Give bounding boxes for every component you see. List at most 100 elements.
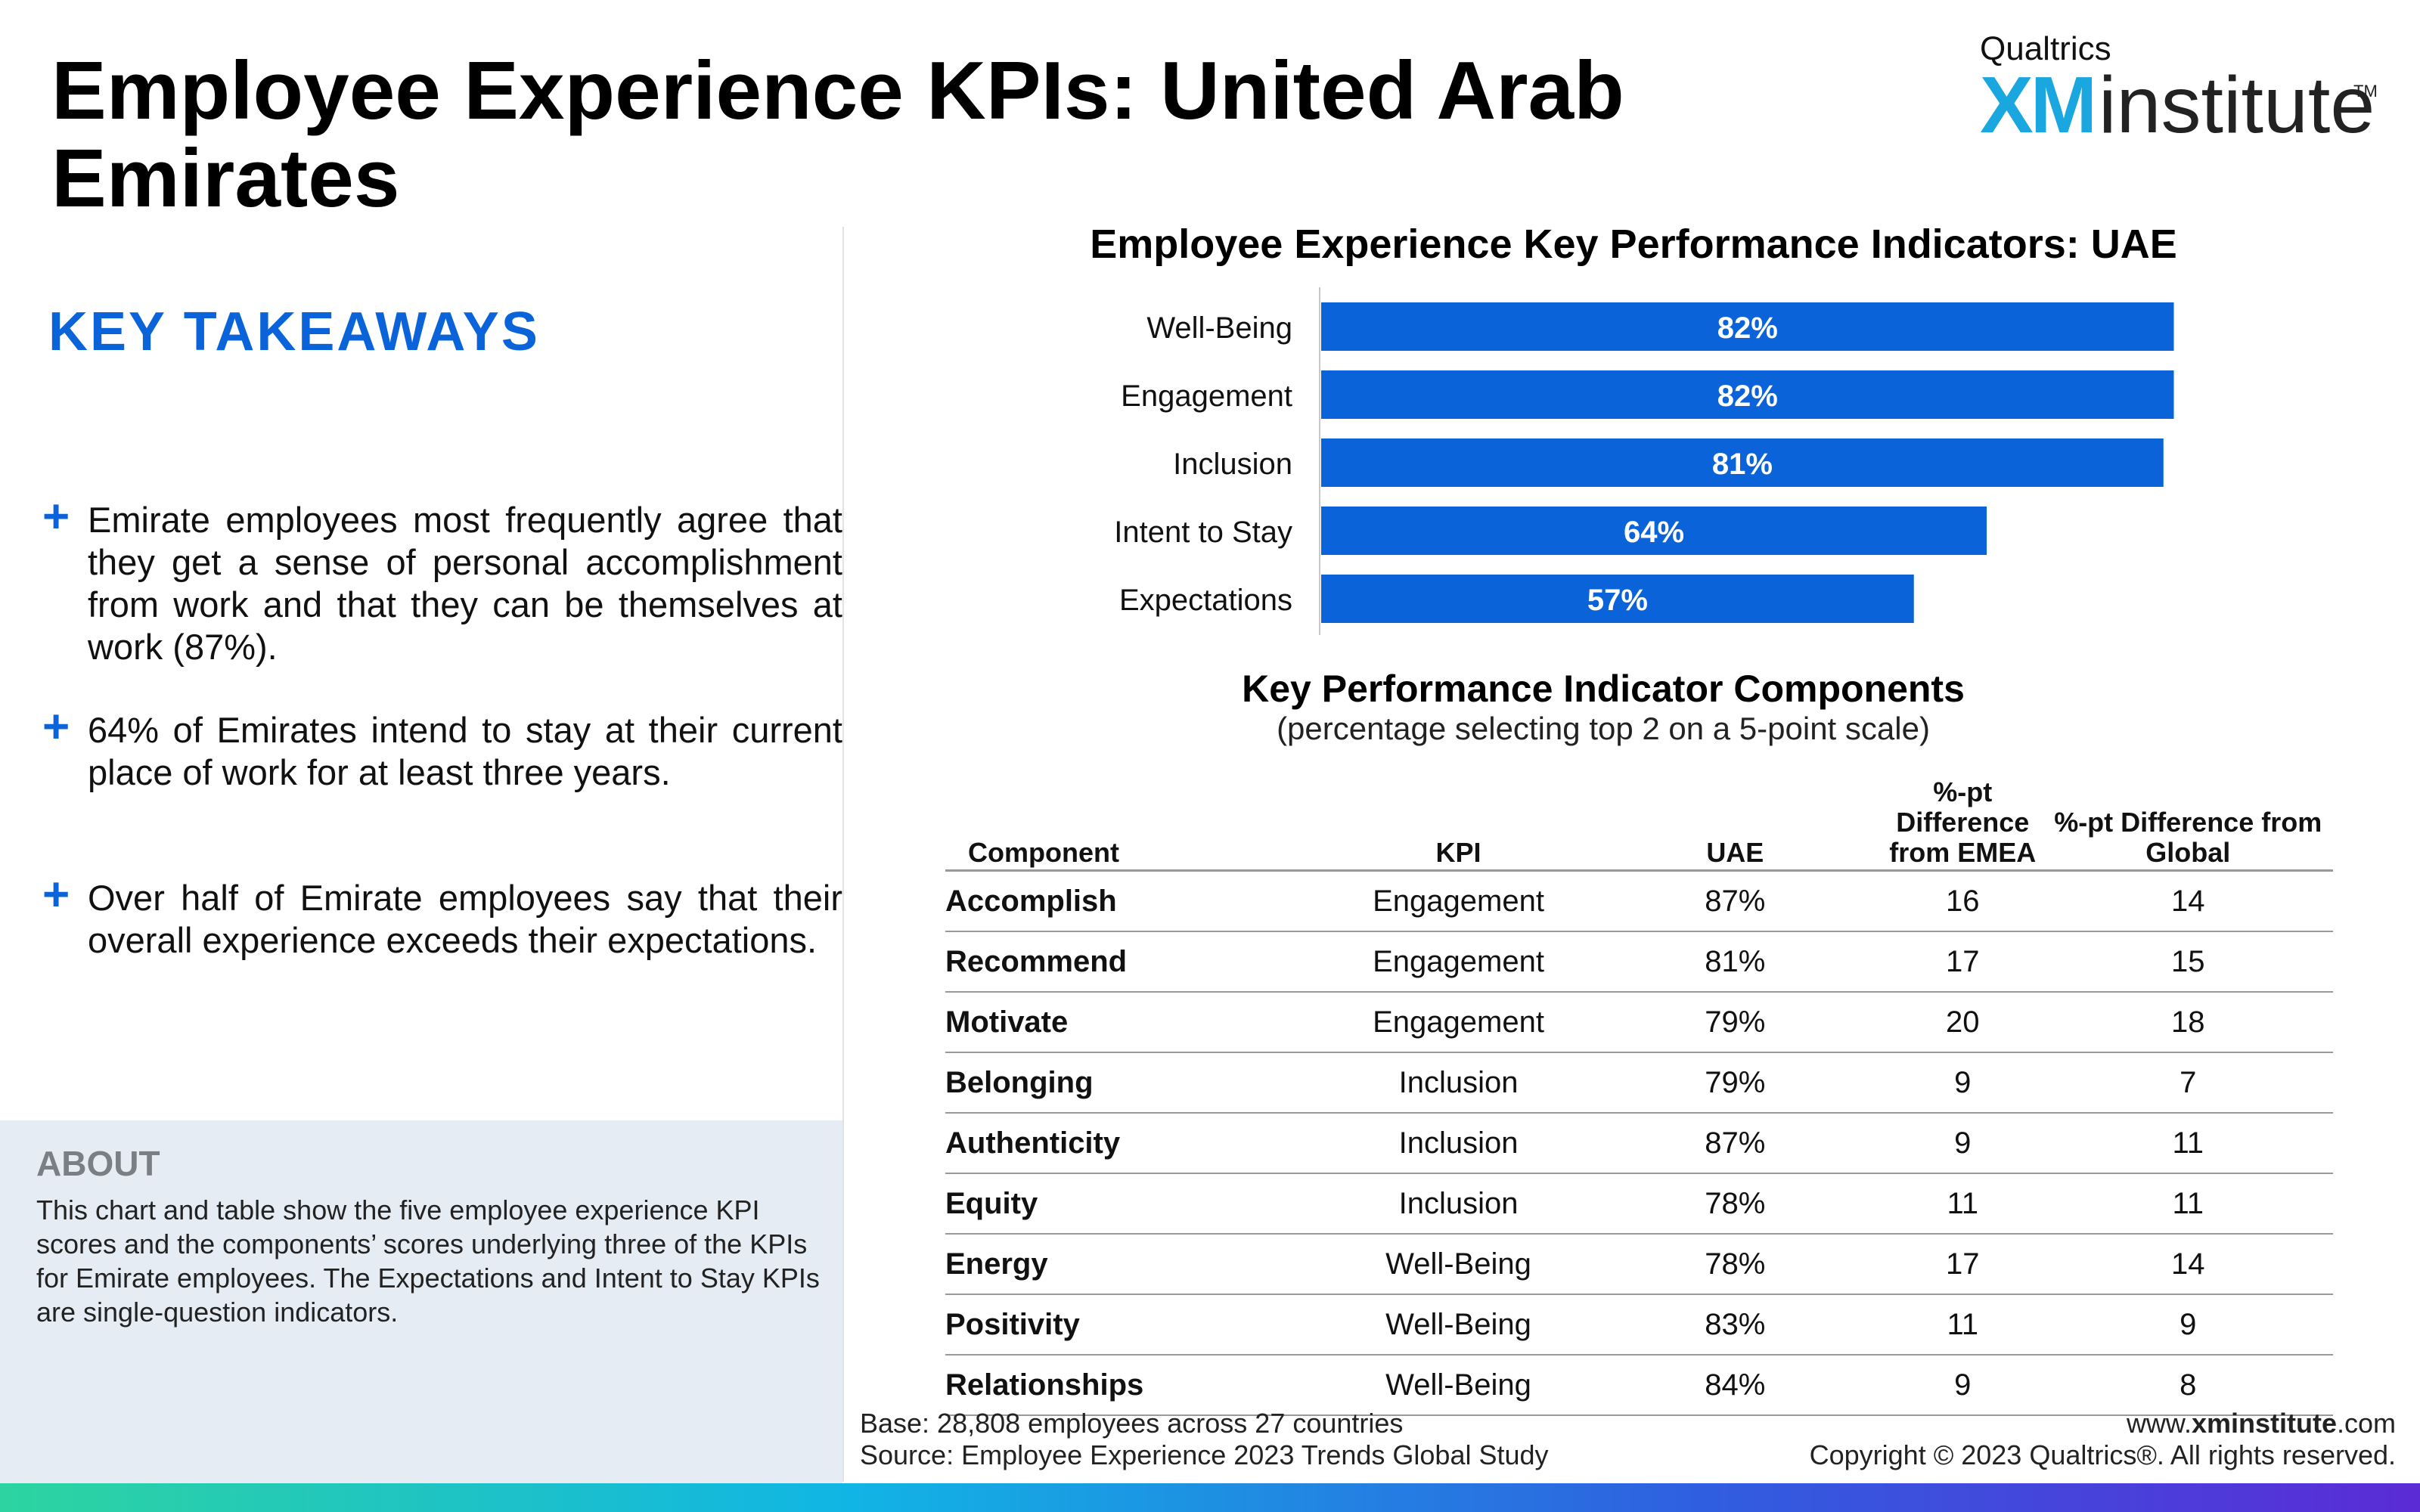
cell-diff-global: 15 <box>2043 931 2333 993</box>
gradient-footer-bar <box>0 1483 2420 1512</box>
website-link[interactable]: www.xminstitute.com <box>1810 1408 2396 1439</box>
header-uae: UAE <box>1587 773 1883 872</box>
cell-diff-emea: 11 <box>1882 1173 2043 1235</box>
cell-kpi: Engagement <box>1329 931 1588 993</box>
category-label: Engagement <box>1121 380 1292 413</box>
cell-diff-global: 18 <box>2043 992 2333 1053</box>
cell-kpi: Engagement <box>1329 870 1588 932</box>
takeaway-text: Emirate employees most frequently agree … <box>88 500 842 667</box>
table-row: Recommend Engagement 81% 17 15 <box>945 931 2333 993</box>
about-panel <box>0 1120 842 1485</box>
cell-kpi: Well-Being <box>1329 1294 1588 1356</box>
category-label: Intent to Stay <box>1114 516 1292 549</box>
cell-diff-emea: 16 <box>1882 870 2043 932</box>
cell-kpi: Inclusion <box>1329 1173 1588 1235</box>
cell-diff-global: 14 <box>2043 870 2333 932</box>
cell-diff-emea: 20 <box>1882 992 2043 1053</box>
category-label: Expectations <box>1119 584 1292 617</box>
logo-institute: institute <box>2099 60 2375 150</box>
cell-diff-emea: 17 <box>1882 1234 2043 1295</box>
bar-inclusion <box>1321 438 2164 487</box>
plus-icon: + <box>42 869 70 921</box>
footer-right: www.xminstitute.com Copyright © 2023 Qua… <box>1810 1408 2396 1471</box>
cell-component: Motivate <box>945 992 1329 1053</box>
category-label: Well-Being <box>1146 311 1292 345</box>
takeaway-text: Over half of Emirate employees say that … <box>88 878 842 960</box>
site-bold: xminstitute <box>2191 1408 2337 1439</box>
plus-icon: + <box>42 491 70 543</box>
cell-diff-global: 8 <box>2043 1355 2333 1416</box>
table-subtitle: (percentage selecting top 2 on a 5-point… <box>1277 711 1930 746</box>
header-component: Component <box>945 773 1329 872</box>
cell-component: Recommend <box>945 931 1329 993</box>
table-body: Accomplish Engagement 87% 16 14 Recommend Enga… <box>945 870 2333 1416</box>
bar-expectations <box>1321 575 1914 623</box>
cell-component: Energy <box>945 1234 1329 1295</box>
cell-kpi: Inclusion <box>1329 1052 1588 1114</box>
table-row: Equity Inclusion 78% 11 11 <box>945 1173 2333 1235</box>
cell-diff-global: 11 <box>2043 1173 2333 1235</box>
cell-kpi: Engagement <box>1329 992 1588 1053</box>
cell-uae: 81% <box>1587 931 1883 993</box>
category-label: Inclusion <box>1173 448 1292 481</box>
cell-diff-emea: 9 <box>1882 1113 2043 1174</box>
cell-uae: 78% <box>1587 1173 1883 1235</box>
cell-diff-emea: 17 <box>1882 931 2043 993</box>
table-row: Accomplish Engagement 87% 16 14 <box>945 870 2333 932</box>
cell-uae: 78% <box>1587 1234 1883 1295</box>
bar-intent-to-stay <box>1321 507 1987 555</box>
cell-diff-global: 14 <box>2043 1234 2333 1295</box>
cell-diff-emea: 11 <box>1882 1294 2043 1356</box>
cell-component: Authenticity <box>945 1113 1329 1174</box>
cell-uae: 87% <box>1587 1113 1883 1174</box>
cell-kpi: Well-Being <box>1329 1355 1588 1416</box>
cell-component: Belonging <box>945 1052 1329 1114</box>
cell-component: Accomplish <box>945 870 1329 932</box>
about-text: This chart and table show the five emplo… <box>36 1194 820 1328</box>
table-title: Key Performance Indicator Components <box>1242 668 1965 710</box>
cell-component: Equity <box>945 1173 1329 1235</box>
copyright: Copyright © 2023 Qualtrics®. All rights … <box>1809 1439 2396 1470</box>
value-label: 57% <box>1587 584 1648 617</box>
bar-well-being <box>1321 302 2174 351</box>
value-label: 82% <box>1717 380 1778 413</box>
cell-kpi: Inclusion <box>1329 1113 1588 1174</box>
cell-kpi: Well-Being <box>1329 1234 1588 1295</box>
about-heading: ABOUT <box>36 1144 160 1183</box>
page-title: Employee Experience KPIs: United Arab Em… <box>51 45 1624 225</box>
table-header-row: Component KPI UAE %-pt Difference from E… <box>945 773 2333 872</box>
cell-diff-emea: 9 <box>1882 1355 2043 1416</box>
key-takeaways-heading: KEY TAKEAWAYS <box>48 302 540 362</box>
chart-title: Employee Experience Key Performance Indi… <box>1090 222 2177 267</box>
kpi-components-table: Component KPI UAE %-pt Difference from E… <box>945 773 2333 1416</box>
table-row: Positivity Well-Being 83% 11 9 <box>945 1294 2333 1356</box>
kpi-bar-chart: Well-Being 82% Engagement 82% Inclusion 81% In… <box>1114 287 2174 635</box>
cell-uae: 83% <box>1587 1294 1883 1356</box>
footer-base-source: Base: 28,808 employees across 27 countri… <box>860 1408 1549 1471</box>
value-label: 82% <box>1717 311 1778 345</box>
logo-trademark: TM <box>2353 82 2378 101</box>
header-kpi: KPI <box>1329 773 1588 872</box>
header-diff-emea: %-pt Difference from EMEA <box>1882 773 2043 872</box>
source-note: Source: Employee Experience 2023 Trends … <box>860 1439 1549 1470</box>
site-suffix: .com <box>2336 1408 2396 1439</box>
table-row: Authenticity Inclusion 87% 9 11 <box>945 1113 2333 1174</box>
plus-icon: + <box>42 701 70 753</box>
cell-uae: 79% <box>1587 992 1883 1053</box>
cell-diff-global: 9 <box>2043 1294 2333 1356</box>
cell-uae: 84% <box>1587 1355 1883 1416</box>
cell-diff-emea: 9 <box>1882 1052 2043 1114</box>
value-label: 64% <box>1624 516 1684 549</box>
logo-brand: Qualtrics <box>1980 30 2111 67</box>
bar-engagement <box>1321 370 2174 419</box>
table-row: Energy Well-Being 78% 17 14 <box>945 1234 2333 1295</box>
value-label: 81% <box>1712 448 1773 481</box>
cell-uae: 79% <box>1587 1052 1883 1114</box>
header-diff-global: %-pt Difference from Global <box>2043 773 2333 872</box>
table-row: Belonging Inclusion 79% 9 7 <box>945 1052 2333 1114</box>
base-note: Base: 28,808 employees across 27 countri… <box>860 1408 1404 1439</box>
cell-component: Positivity <box>945 1294 1329 1356</box>
site-prefix: www. <box>2126 1408 2192 1439</box>
cell-diff-global: 7 <box>2043 1052 2333 1114</box>
table-row: Relationships Well-Being 84% 9 8 <box>945 1355 2333 1416</box>
